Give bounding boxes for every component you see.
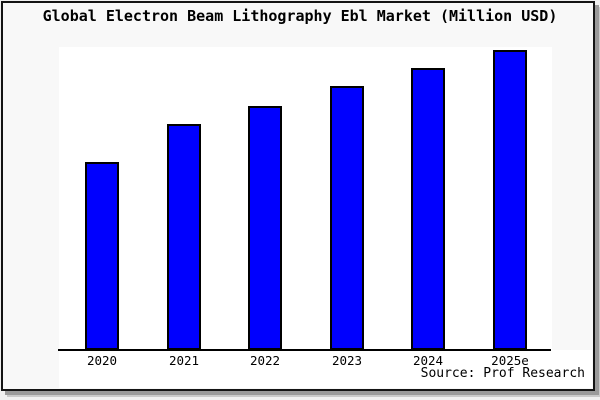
axis-label-strip (59, 350, 592, 388)
x-tick-label-2021: 2021 (168, 353, 200, 368)
bar-2020 (85, 162, 119, 350)
source-credit: Source: Prof Research (420, 366, 585, 381)
x-axis-line (58, 349, 551, 351)
plot-area (59, 47, 552, 350)
bar-2024 (411, 68, 445, 350)
bar-2022 (248, 106, 282, 350)
x-tick-label-2025e: 2025e (491, 353, 529, 368)
bar-2025e (493, 50, 527, 350)
x-tick-label-2024: 2024 (412, 353, 444, 368)
bar-2021 (167, 124, 201, 350)
x-tick-label-2020: 2020 (86, 353, 118, 368)
x-tick-label-2022: 2022 (249, 353, 281, 368)
bar-2023 (330, 86, 364, 350)
chart-title: Global Electron Beam Lithography Ebl Mar… (42, 7, 558, 25)
x-tick-label-2023: 2023 (331, 353, 363, 368)
